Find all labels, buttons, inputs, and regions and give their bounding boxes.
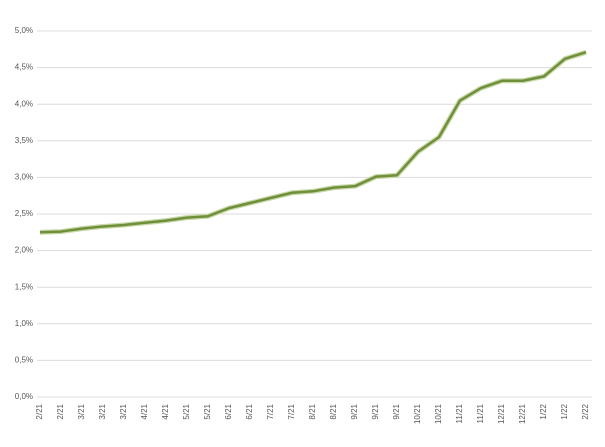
x-tick-label: 7/21 (266, 403, 275, 419)
x-tick-label: 3/21 (98, 403, 107, 419)
x-tick-label: 10/21 (413, 403, 422, 424)
x-tick-label: 4/21 (161, 403, 170, 419)
y-tick-label: 3,0% (15, 173, 33, 182)
x-tick-label: 5/21 (182, 403, 191, 419)
x-tick-label: 6/21 (224, 403, 233, 419)
y-tick-label: 4,5% (15, 63, 33, 72)
x-tick-label: 2/21 (56, 403, 65, 419)
x-tick-label: 7/21 (287, 403, 296, 419)
x-tick-label: 2/22 (581, 403, 590, 419)
y-tick-label: 5,0% (15, 26, 33, 35)
y-tick-label: 3,5% (15, 136, 33, 145)
x-tick-label: 12/21 (497, 403, 506, 424)
x-tick-label: 9/21 (392, 403, 401, 419)
x-tick-label: 8/21 (329, 403, 338, 419)
x-tick-label: 10/21 (434, 403, 443, 424)
x-tick-label: 2/21 (35, 403, 44, 419)
x-tick-label: 5/21 (203, 403, 212, 419)
y-tick-label: 2,0% (15, 246, 33, 255)
x-tick-label: 4/21 (140, 403, 149, 419)
x-tick-label: 3/21 (77, 403, 86, 419)
y-tick-label: 2,5% (15, 209, 33, 218)
x-tick-label: 11/21 (455, 403, 464, 423)
y-tick-label: 1,0% (15, 319, 33, 328)
x-tick-label: 8/21 (308, 403, 317, 419)
line-halo (39, 49, 587, 235)
x-tick-label: 1/22 (560, 403, 569, 419)
x-tick-label: 9/21 (371, 403, 380, 419)
x-tick-label: 12/21 (518, 403, 527, 424)
y-tick-label: 1,5% (15, 282, 33, 291)
y-tick-label: 0,0% (15, 392, 33, 401)
x-tick-label: 6/21 (245, 403, 254, 419)
y-tick-label: 4,0% (15, 99, 33, 108)
line (39, 51, 587, 234)
x-tick-label: 3/21 (119, 403, 128, 419)
x-tick-label: 9/21 (350, 403, 359, 419)
y-tick-label: 0,5% (15, 356, 33, 365)
x-tick-label: 1/22 (539, 403, 548, 419)
x-tick-label: 11/21 (476, 403, 485, 423)
